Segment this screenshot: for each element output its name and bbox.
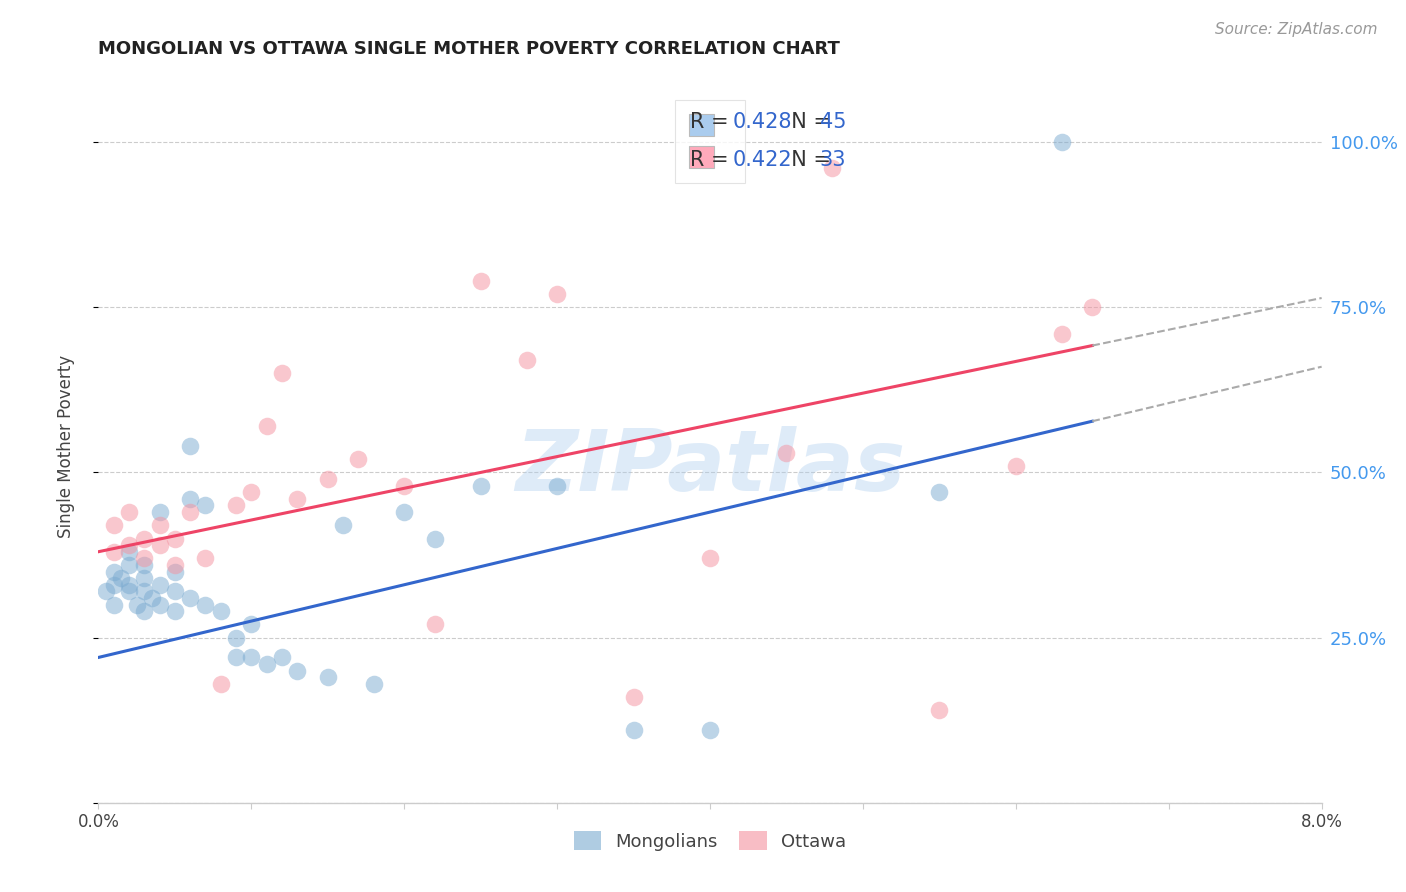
Point bbox=[516, 353, 538, 368]
Point bbox=[134, 532, 156, 546]
Point bbox=[316, 472, 339, 486]
Point bbox=[110, 571, 132, 585]
Point bbox=[209, 677, 232, 691]
Point bbox=[270, 367, 294, 381]
Point bbox=[285, 491, 308, 506]
Point bbox=[928, 703, 950, 717]
Point bbox=[134, 604, 156, 618]
Point bbox=[928, 485, 950, 500]
Text: ZIPatlas: ZIPatlas bbox=[515, 425, 905, 509]
Point bbox=[118, 558, 141, 572]
Point bbox=[149, 598, 172, 612]
Point bbox=[194, 598, 217, 612]
Point bbox=[118, 578, 141, 592]
Point bbox=[347, 452, 370, 467]
Point bbox=[149, 578, 172, 592]
Point bbox=[392, 505, 416, 519]
Point bbox=[1004, 458, 1026, 473]
Y-axis label: Single Mother Poverty: Single Mother Poverty bbox=[56, 354, 75, 538]
Point bbox=[623, 690, 645, 704]
Point bbox=[332, 518, 354, 533]
Point bbox=[179, 491, 201, 506]
Point bbox=[118, 538, 141, 552]
Point bbox=[103, 545, 125, 559]
Text: 33: 33 bbox=[820, 150, 846, 170]
Point bbox=[285, 664, 308, 678]
Point bbox=[149, 505, 172, 519]
Point bbox=[134, 571, 156, 585]
Point bbox=[363, 677, 385, 691]
Text: R =: R = bbox=[690, 112, 735, 132]
Point bbox=[179, 505, 201, 519]
Point bbox=[125, 598, 148, 612]
Legend: Mongolians, Ottawa: Mongolians, Ottawa bbox=[567, 824, 853, 858]
Point bbox=[163, 558, 186, 572]
Point bbox=[225, 650, 247, 665]
Point bbox=[134, 584, 156, 599]
Point bbox=[163, 565, 186, 579]
Point bbox=[256, 419, 278, 434]
Text: MONGOLIAN VS OTTAWA SINGLE MOTHER POVERTY CORRELATION CHART: MONGOLIAN VS OTTAWA SINGLE MOTHER POVERT… bbox=[98, 40, 841, 58]
Point bbox=[256, 657, 278, 671]
Point bbox=[118, 545, 141, 559]
Text: R =: R = bbox=[690, 150, 735, 170]
Point bbox=[392, 478, 416, 492]
Point bbox=[470, 274, 492, 288]
Text: N =: N = bbox=[779, 112, 838, 132]
Point bbox=[149, 538, 172, 552]
Point bbox=[546, 287, 568, 301]
Point bbox=[103, 518, 125, 533]
Point bbox=[1050, 326, 1073, 341]
Point bbox=[470, 478, 492, 492]
Point bbox=[225, 631, 247, 645]
Point bbox=[1081, 300, 1104, 314]
Text: 45: 45 bbox=[820, 112, 846, 132]
Text: Source: ZipAtlas.com: Source: ZipAtlas.com bbox=[1215, 22, 1378, 37]
Point bbox=[240, 650, 263, 665]
Point bbox=[149, 518, 172, 533]
Point bbox=[179, 591, 201, 605]
Point bbox=[94, 584, 117, 599]
Point bbox=[699, 723, 721, 738]
Point bbox=[423, 532, 446, 546]
Point bbox=[821, 161, 844, 176]
Point bbox=[103, 598, 125, 612]
Point bbox=[546, 478, 568, 492]
Point bbox=[118, 584, 141, 599]
Point bbox=[775, 445, 797, 459]
Point bbox=[103, 578, 125, 592]
Point bbox=[209, 604, 232, 618]
Point bbox=[103, 565, 125, 579]
Point bbox=[270, 650, 294, 665]
Point bbox=[423, 617, 446, 632]
Point bbox=[134, 551, 156, 566]
Point bbox=[141, 591, 163, 605]
Point bbox=[179, 439, 201, 453]
Point bbox=[194, 499, 217, 513]
Point bbox=[163, 604, 186, 618]
Point bbox=[163, 584, 186, 599]
Point bbox=[194, 551, 217, 566]
Point bbox=[134, 558, 156, 572]
Point bbox=[1050, 135, 1073, 149]
Point bbox=[163, 532, 186, 546]
Point bbox=[240, 485, 263, 500]
Text: 0.422: 0.422 bbox=[733, 150, 793, 170]
Point bbox=[225, 499, 247, 513]
Point bbox=[623, 723, 645, 738]
Point bbox=[316, 670, 339, 684]
Text: 0.428: 0.428 bbox=[733, 112, 793, 132]
Point bbox=[240, 617, 263, 632]
Text: N =: N = bbox=[779, 150, 838, 170]
Point bbox=[118, 505, 141, 519]
Point bbox=[699, 551, 721, 566]
